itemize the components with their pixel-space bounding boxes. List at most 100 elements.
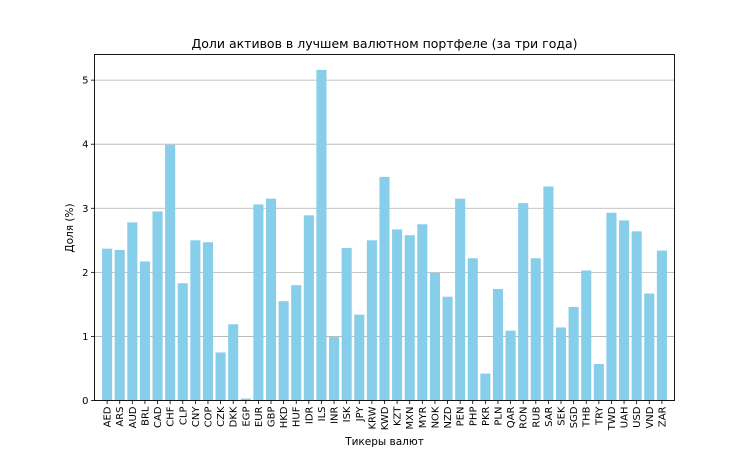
bar-isk — [341, 248, 352, 401]
bar-sgd — [568, 306, 579, 401]
chart-title: Доли активов в лучшем валютном портфеле … — [191, 36, 577, 51]
x-tick-label: PLN — [493, 407, 504, 426]
x-tick-label: RUB — [531, 406, 542, 427]
y-axis-ticks: 0 1 2 3 4 5 — [82, 76, 95, 407]
x-tick-label: VND — [645, 406, 656, 428]
bar-cop — [202, 242, 214, 401]
bar-jpy — [354, 314, 365, 401]
x-tick-label: MXN — [405, 407, 416, 430]
y-tick-label: 4 — [82, 140, 88, 151]
bars — [102, 69, 667, 401]
y-tick-label: 3 — [82, 204, 88, 215]
x-tick-label: SEK — [557, 406, 568, 426]
bar-mxn — [404, 235, 415, 401]
x-tick-label: EUR — [254, 406, 265, 427]
bar-uah — [619, 220, 630, 401]
bar-ars — [114, 249, 125, 401]
x-axis-label: Тикеры валют — [344, 436, 424, 448]
y-tick-label: 0 — [82, 396, 88, 407]
x-tick-label: ARS — [115, 407, 126, 427]
bar-chf — [165, 144, 176, 401]
bar-pkr — [480, 373, 491, 401]
x-tick-label: PEN — [456, 407, 467, 427]
bar-aed — [102, 248, 113, 401]
bar-try — [593, 363, 604, 401]
x-tick-label: CHF — [166, 406, 177, 427]
x-tick-label: AED — [103, 406, 114, 427]
x-tick-label: SAR — [544, 406, 555, 426]
x-tick-label: ILS — [317, 407, 328, 422]
x-tick-label: COP — [203, 407, 214, 428]
bar-zar — [656, 250, 667, 401]
bar-kzt — [392, 229, 403, 401]
bar-ron — [518, 203, 529, 401]
bar-idr — [303, 215, 314, 401]
bar-huf — [291, 285, 302, 401]
x-tick-label: QAR — [506, 406, 517, 428]
bar-kwd — [379, 176, 390, 401]
x-tick-label: KRW — [367, 406, 378, 429]
bar-cad — [152, 211, 163, 401]
x-tick-label: HUF — [292, 406, 303, 427]
x-tick-label: SGD — [569, 406, 580, 428]
bar-myr — [417, 224, 428, 401]
bar-egp — [240, 398, 251, 401]
x-tick-label: TRY — [594, 406, 605, 426]
x-tick-label: HKD — [279, 406, 290, 428]
x-tick-label: IDR — [304, 406, 315, 424]
x-tick-label: CLP — [178, 407, 189, 426]
x-tick-label: THB — [582, 406, 593, 428]
x-tick-label: KZT — [393, 406, 404, 426]
x-tick-label: EGP — [241, 407, 252, 427]
bar-twd — [606, 212, 617, 401]
x-tick-label: USD — [632, 406, 643, 428]
x-axis-ticks: AED ARS AUD BRL CAD CHF CLP CNY COP CZK DKK EGP EUR G… — [103, 400, 668, 431]
x-tick-label: GBP — [267, 407, 278, 428]
bar-vnd — [644, 293, 655, 401]
bar-pln — [492, 289, 504, 401]
x-tick-label: NOK — [430, 406, 441, 428]
bar-sar — [543, 186, 554, 401]
bar-hkd — [278, 301, 289, 401]
y-tick-label: 1 — [82, 332, 88, 343]
bar-aud — [127, 222, 138, 401]
y-axis-label: Доля (%) — [64, 203, 76, 252]
x-tick-label: RON — [519, 407, 530, 429]
x-tick-label: MYR — [418, 406, 429, 428]
bar-nzd — [442, 296, 453, 401]
x-tick-label: AUD — [128, 406, 139, 428]
bar-gbp — [265, 198, 277, 401]
bar-ils — [316, 69, 327, 401]
bar-czk — [215, 352, 226, 401]
y-tick-label: 5 — [82, 76, 88, 87]
x-tick-label: ZAR — [657, 406, 668, 427]
x-tick-label: KWD — [380, 406, 391, 430]
x-tick-label: DKK — [229, 406, 240, 427]
bar-qar — [505, 330, 516, 401]
bar-usd — [631, 231, 642, 401]
x-tick-label: PKR — [481, 406, 492, 426]
x-tick-label: JPY — [355, 406, 366, 423]
x-tick-label: UAH — [620, 407, 631, 429]
bar-rub — [530, 258, 541, 401]
y-tick-label: 2 — [82, 268, 88, 279]
bar-sek — [555, 327, 567, 401]
x-tick-label: ISK — [342, 406, 353, 422]
bar-pen — [455, 198, 466, 401]
bar-inr — [329, 337, 340, 401]
bar-php — [467, 258, 478, 401]
bar-eur — [253, 204, 264, 401]
bar-krw — [366, 240, 377, 401]
bar-nok — [429, 272, 440, 401]
bar-dkk — [228, 324, 239, 401]
x-tick-label: INR — [330, 406, 341, 423]
bar-brl — [139, 261, 150, 401]
x-tick-label: NZD — [443, 406, 454, 428]
bar-thb — [581, 270, 592, 401]
bar-cny — [190, 240, 201, 401]
bar-clp — [177, 283, 188, 401]
x-tick-label: PHP — [468, 407, 479, 427]
x-tick-label: BRL — [140, 406, 151, 426]
x-tick-label: TWD — [607, 406, 618, 431]
